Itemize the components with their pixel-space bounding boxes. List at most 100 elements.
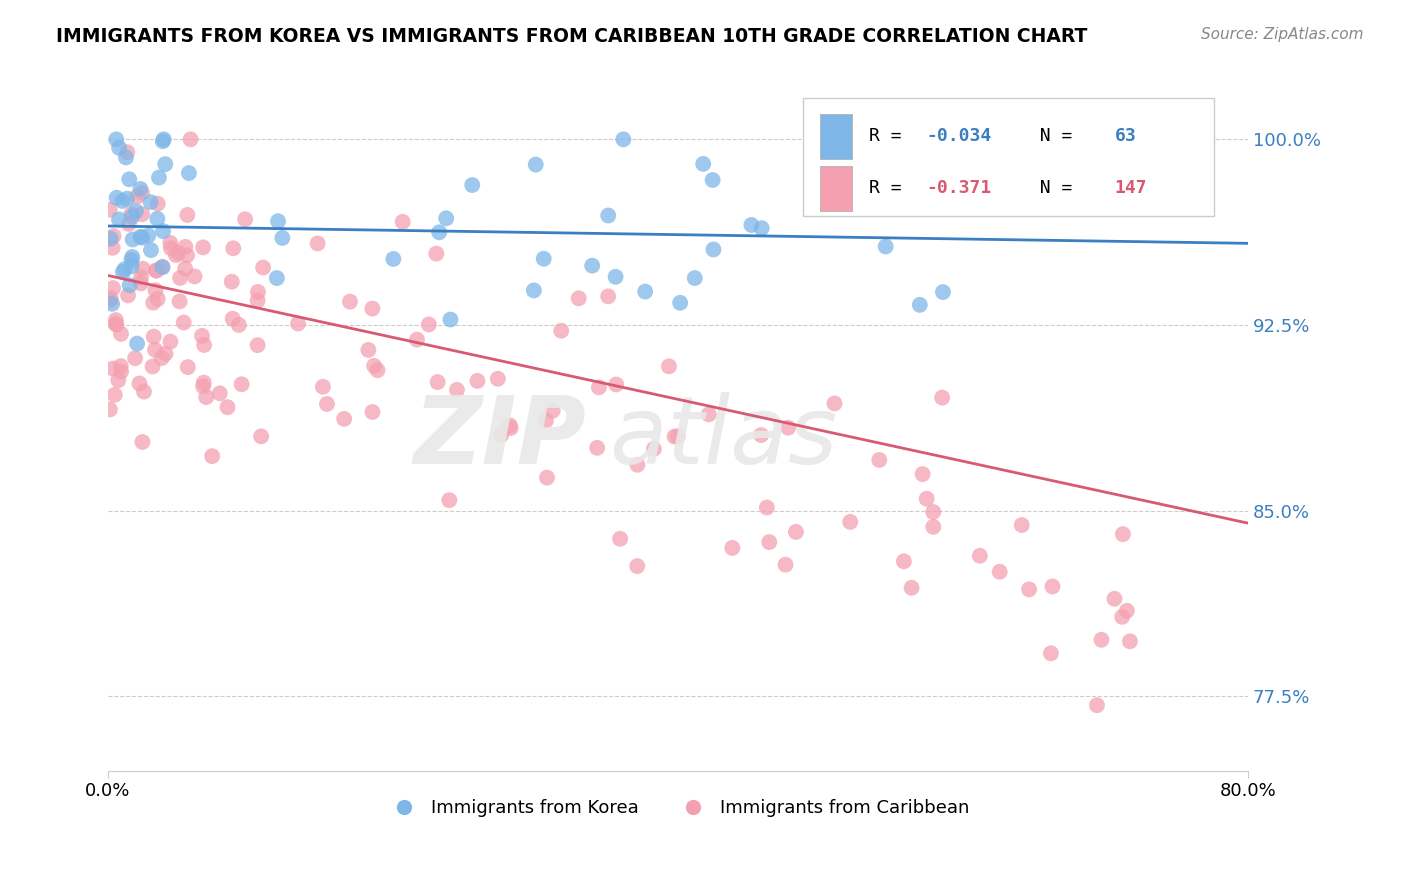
- Point: [152, 224, 174, 238]
- Point: [139, 243, 162, 257]
- Point: [160, 241, 183, 255]
- Point: [534, 414, 557, 428]
- Point: [598, 209, 620, 223]
- Point: [150, 351, 173, 365]
- Point: [1011, 518, 1033, 533]
- Point: [1042, 580, 1064, 594]
- Point: [101, 241, 124, 255]
- Point: [104, 388, 127, 402]
- Text: atlas: atlas: [610, 392, 838, 483]
- Point: [550, 324, 572, 338]
- Point: [111, 194, 134, 208]
- Point: [755, 500, 778, 515]
- Point: [333, 412, 356, 426]
- Point: [598, 289, 620, 303]
- Point: [915, 491, 938, 506]
- Point: [177, 166, 200, 180]
- Point: [1011, 189, 1033, 203]
- Point: [125, 204, 148, 219]
- Point: [418, 318, 440, 332]
- Point: [917, 160, 939, 174]
- Point: [217, 401, 239, 415]
- Text: 147: 147: [1115, 179, 1147, 197]
- Point: [131, 207, 153, 221]
- Point: [664, 429, 686, 443]
- Point: [131, 434, 153, 449]
- Point: [361, 405, 384, 419]
- Point: [129, 229, 152, 244]
- Point: [228, 318, 250, 332]
- Point: [533, 252, 555, 266]
- Point: [252, 260, 274, 275]
- Point: [609, 532, 631, 546]
- Point: [922, 520, 945, 534]
- Point: [98, 402, 121, 417]
- Point: [568, 291, 591, 305]
- Text: N =: N =: [1018, 128, 1083, 145]
- Point: [785, 524, 807, 539]
- Point: [142, 359, 165, 374]
- Point: [499, 421, 522, 435]
- Point: [1039, 646, 1062, 660]
- Point: [1090, 632, 1112, 647]
- Point: [666, 429, 689, 443]
- Point: [110, 359, 132, 373]
- Text: -0.034: -0.034: [927, 128, 991, 145]
- Point: [132, 384, 155, 399]
- Point: [98, 202, 121, 217]
- Point: [183, 269, 205, 284]
- Point: [169, 294, 191, 309]
- Point: [233, 212, 256, 227]
- Point: [778, 420, 800, 434]
- Point: [626, 458, 648, 472]
- Point: [150, 260, 173, 274]
- Point: [271, 231, 294, 245]
- Point: [425, 246, 447, 260]
- Point: [115, 145, 138, 160]
- Point: [382, 252, 405, 266]
- Point: [702, 173, 724, 187]
- Point: [588, 380, 610, 394]
- Point: [101, 361, 124, 376]
- Text: IMMIGRANTS FROM KOREA VS IMMIGRANTS FROM CARIBBEAN 10TH GRADE CORRELATION CHART: IMMIGRANTS FROM KOREA VS IMMIGRANTS FROM…: [56, 27, 1088, 45]
- Point: [128, 376, 150, 391]
- Point: [155, 157, 177, 171]
- Point: [287, 317, 309, 331]
- Point: [658, 359, 681, 374]
- Point: [125, 189, 148, 203]
- Point: [115, 150, 138, 164]
- Point: [131, 230, 153, 244]
- Point: [246, 338, 269, 352]
- Point: [110, 365, 132, 379]
- Point: [221, 275, 243, 289]
- Point: [439, 493, 461, 508]
- Point: [191, 379, 214, 393]
- Text: -0.371: -0.371: [927, 179, 991, 197]
- Point: [169, 271, 191, 285]
- FancyBboxPatch shape: [820, 166, 852, 211]
- Point: [103, 229, 125, 244]
- Text: N =: N =: [1018, 179, 1083, 197]
- Point: [152, 260, 174, 274]
- Point: [1112, 527, 1135, 541]
- Point: [118, 278, 141, 293]
- Point: [446, 383, 468, 397]
- Point: [931, 391, 953, 405]
- Point: [875, 239, 897, 253]
- Point: [121, 250, 143, 264]
- Point: [148, 170, 170, 185]
- Point: [751, 221, 773, 235]
- Point: [900, 581, 922, 595]
- Point: [586, 441, 609, 455]
- Point: [114, 262, 136, 277]
- Point: [231, 377, 253, 392]
- Point: [486, 372, 509, 386]
- Point: [98, 293, 121, 308]
- Point: [491, 428, 513, 442]
- Point: [159, 334, 181, 349]
- Point: [839, 515, 862, 529]
- Point: [193, 376, 215, 390]
- Point: [174, 240, 197, 254]
- Point: [439, 312, 461, 326]
- Point: [191, 240, 214, 254]
